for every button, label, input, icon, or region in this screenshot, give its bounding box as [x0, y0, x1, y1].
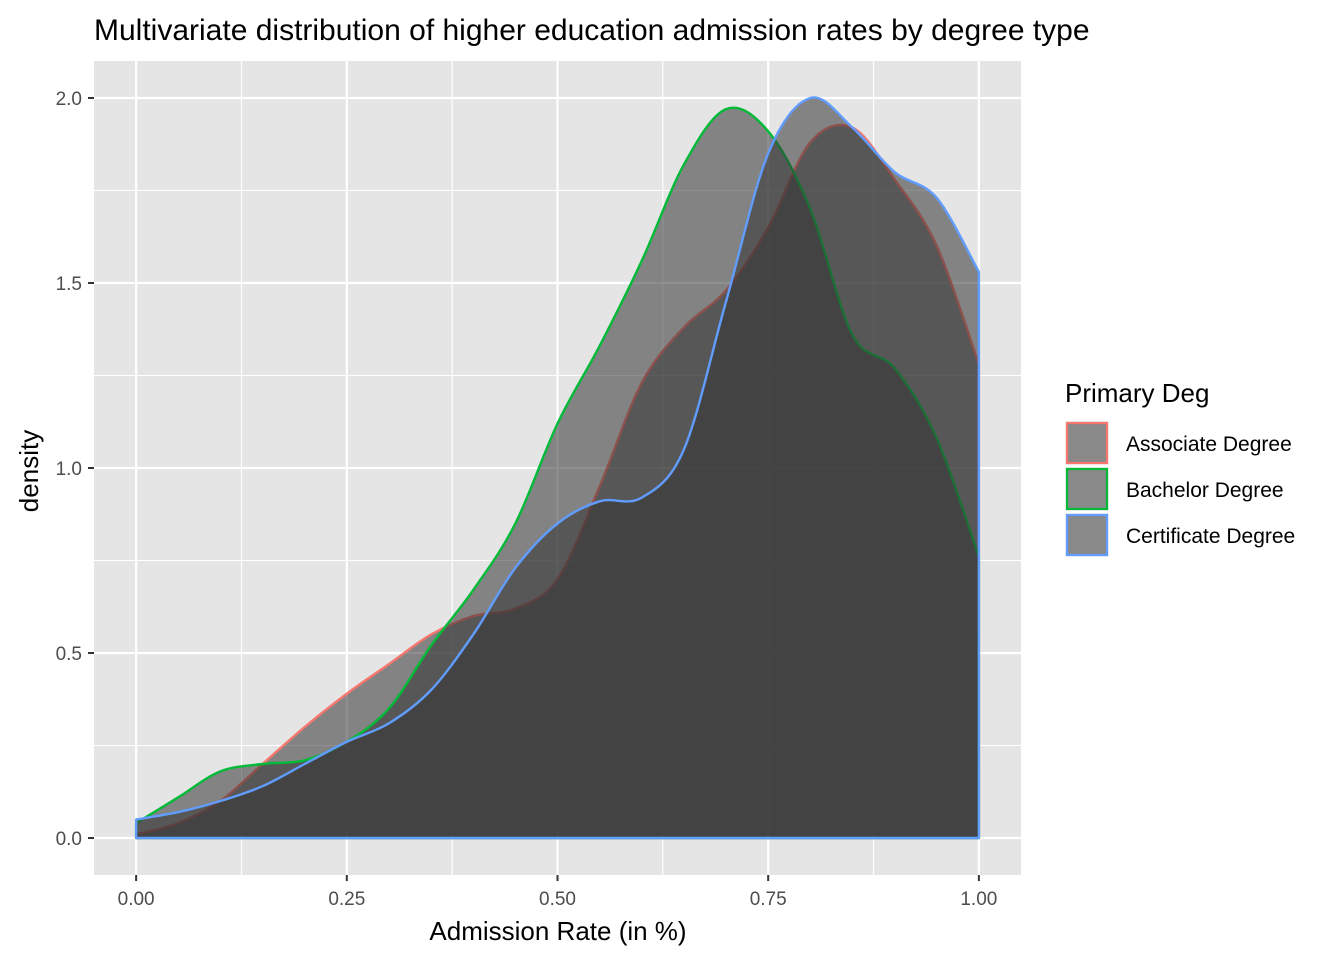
- legend: Primary Deg Associate Degree Bachelor Deg…: [1065, 378, 1295, 557]
- y-tick-label: 1.0: [56, 459, 82, 480]
- legend-label: Bachelor Degree: [1126, 479, 1284, 502]
- x-tick-label: 0.50: [539, 889, 576, 910]
- legend-key-swatch: [1065, 421, 1109, 465]
- x-tick-label: 0.25: [328, 889, 365, 910]
- legend-label: Certificate Degree: [1126, 525, 1295, 548]
- legend-label: Associate Degree: [1126, 433, 1292, 456]
- legend-key-swatch: [1065, 513, 1109, 557]
- x-tick-label: 0.00: [118, 889, 155, 910]
- y-axis: 0.0 0.5 1.0 1.5 2.0: [56, 89, 94, 850]
- x-tick-label: 0.75: [750, 889, 787, 910]
- x-axis-title: Admission Rate (in %): [429, 916, 686, 946]
- x-tick-label: 1.00: [960, 889, 997, 910]
- density-area-certificate-degree: [134, 96, 981, 840]
- legend-key-swatch: [1065, 467, 1109, 511]
- chart-title: Multivariate distribution of higher educ…: [94, 14, 1090, 47]
- y-tick-label: 1.5: [56, 274, 82, 295]
- y-tick-label: 0.0: [56, 829, 82, 850]
- density-areas: [134, 96, 981, 840]
- y-tick-label: 2.0: [56, 89, 82, 110]
- legend-title: Primary Deg: [1065, 378, 1209, 408]
- x-axis: 0.00 0.25 0.50 0.75 1.00: [118, 875, 997, 910]
- y-axis-title: density: [14, 430, 44, 512]
- y-tick-label: 0.5: [56, 644, 82, 665]
